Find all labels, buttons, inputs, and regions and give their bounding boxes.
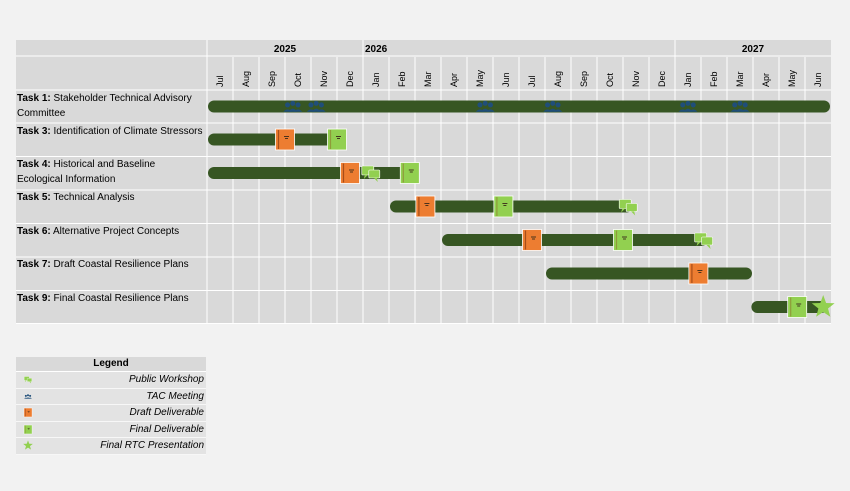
month-tick-label: Jul bbox=[215, 75, 225, 87]
month-tick-label: Jun bbox=[813, 72, 823, 87]
month-tick-label: Apr bbox=[449, 73, 459, 87]
task-name: Alternative Project Concepts bbox=[52, 226, 180, 237]
task-name: Historical and Baseline Ecological Infor… bbox=[17, 159, 156, 185]
legend-label: Draft Deliverable bbox=[129, 407, 204, 418]
legend-item-final: Final Deliverable bbox=[16, 421, 206, 438]
month-tick-label: Nov bbox=[631, 70, 641, 87]
task-bar bbox=[546, 267, 752, 280]
task-number: Task 4: bbox=[17, 159, 51, 170]
month-tick-label: Jun bbox=[501, 72, 511, 87]
month-tick-label: Oct bbox=[293, 72, 303, 87]
task-label: Task 7: Draft Coastal Resilience Plans bbox=[17, 257, 203, 272]
public-workshop-icon bbox=[361, 165, 381, 182]
month-tick-label: Oct bbox=[605, 72, 615, 87]
task-label: Task 6: Alternative Project Concepts bbox=[17, 224, 203, 239]
star-icon bbox=[23, 440, 33, 450]
task-number: Task 6: bbox=[17, 226, 51, 237]
task-name: Stakeholder Technical Advisory Committee bbox=[17, 93, 192, 119]
month-tick-label: Jul bbox=[527, 75, 537, 87]
month-tick-label: Mar bbox=[423, 71, 433, 87]
final-deliverable-icon bbox=[613, 229, 633, 251]
legend-item-draft: Draft Deliverable bbox=[16, 405, 206, 422]
month-tick-label: Jan bbox=[371, 72, 381, 87]
tac-meeting-icon bbox=[678, 100, 698, 112]
task-label: Task 1: Stakeholder Technical Advisory C… bbox=[17, 91, 203, 121]
task-name: Draft Coastal Resilience Plans bbox=[53, 259, 189, 270]
public-workshop-icon bbox=[618, 199, 638, 216]
task-number: Task 3: bbox=[17, 126, 51, 137]
legend-item-workshop: Public Workshop bbox=[16, 372, 206, 389]
task-number: Task 9: bbox=[17, 293, 51, 304]
legend-label: Final RTC Presentation bbox=[100, 440, 204, 451]
month-tick-label: Aug bbox=[553, 71, 563, 87]
tac-meeting-icon bbox=[24, 393, 32, 399]
final-deliverable-icon bbox=[327, 128, 347, 151]
month-tick-label: Feb bbox=[709, 71, 719, 87]
month-tick-label: Aug bbox=[241, 71, 251, 87]
public-workshop-icon bbox=[24, 376, 32, 384]
legend-item-presentation: Final RTC Presentation bbox=[16, 438, 206, 455]
month-tick-label: May bbox=[475, 69, 485, 87]
final-deliverable-icon bbox=[787, 296, 808, 318]
task-label: Task 5: Technical Analysis bbox=[17, 190, 203, 205]
legend-label: Final Deliverable bbox=[129, 423, 204, 435]
year-label: 2025 bbox=[274, 44, 297, 55]
month-tick-label: Mar bbox=[735, 71, 745, 87]
draft-deliverable-icon bbox=[415, 195, 436, 218]
month-tick-label: Dec bbox=[345, 70, 355, 87]
final-deliverable-icon bbox=[399, 162, 420, 184]
draft-deliverable-icon bbox=[522, 229, 542, 251]
gantt-grid bbox=[16, 40, 831, 324]
task-name: Technical Analysis bbox=[53, 192, 135, 203]
month-tick-label: Sep bbox=[267, 71, 277, 87]
timeline-header: 2025 2026 2027 Jul Aug Sep Oct Nov Dec Jan Feb Mar A… bbox=[215, 44, 823, 87]
month-tick-label: Dec bbox=[657, 70, 667, 87]
month-tick-label: Jan bbox=[683, 72, 693, 87]
task-number: Task 7: bbox=[17, 259, 51, 270]
tac-meeting-icon bbox=[475, 100, 495, 112]
draft-deliverable-icon bbox=[23, 407, 33, 418]
task-label: Task 4: Historical and Baseline Ecologic… bbox=[17, 157, 203, 187]
legend-title: Legend bbox=[16, 357, 206, 372]
month-tick-label: Apr bbox=[761, 73, 771, 87]
tac-meeting-icon bbox=[283, 100, 303, 112]
star-icon bbox=[811, 295, 835, 317]
legend-label: Public Workshop bbox=[128, 374, 204, 385]
task-label: Task 3: Identification of Climate Stress… bbox=[17, 124, 203, 139]
month-tick-label: May bbox=[787, 69, 797, 87]
milestone-markers bbox=[275, 100, 835, 318]
year-label: 2027 bbox=[742, 44, 765, 55]
year-label: 2026 bbox=[365, 44, 388, 55]
tac-meeting-icon bbox=[306, 100, 326, 112]
task-bar bbox=[208, 100, 830, 113]
task-number: Task 5: bbox=[17, 192, 51, 203]
draft-deliverable-icon bbox=[275, 128, 295, 151]
month-tick-label: Nov bbox=[319, 70, 329, 87]
legend-label: TAC Meeting bbox=[146, 390, 204, 402]
task-number: Task 1: bbox=[17, 93, 51, 104]
task-label: Task 9: Final Coastal Resilience Plans bbox=[17, 291, 203, 306]
tac-meeting-icon bbox=[543, 100, 563, 112]
tac-meeting-icon bbox=[730, 100, 750, 112]
final-deliverable-icon bbox=[23, 424, 33, 434]
public-workshop-icon bbox=[694, 232, 713, 249]
draft-deliverable-icon bbox=[340, 162, 360, 184]
task-name: Final Coastal Resilience Plans bbox=[53, 293, 189, 304]
legend-item-tac: TAC Meeting bbox=[16, 388, 206, 405]
task-name: Identification of Climate Stressors bbox=[53, 126, 203, 137]
legend: Legend Public Workshop TAC Meeting Draft… bbox=[16, 357, 206, 455]
month-tick-label: Feb bbox=[397, 71, 407, 87]
final-deliverable-icon bbox=[493, 195, 514, 218]
month-tick-label: Sep bbox=[579, 71, 589, 87]
draft-deliverable-icon bbox=[688, 262, 709, 285]
task-bar bbox=[442, 234, 708, 246]
